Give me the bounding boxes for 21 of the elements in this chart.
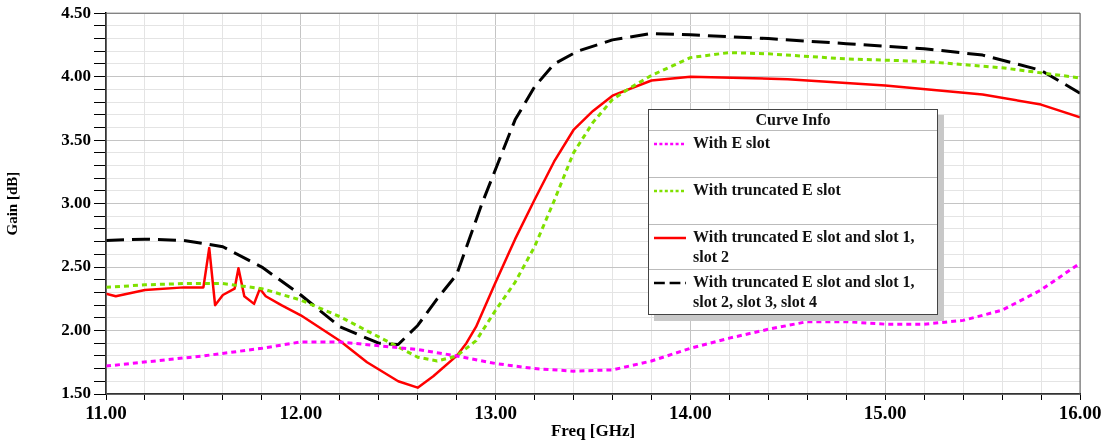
legend-label: With truncated E slot and slot 1, slot 2: [693, 227, 916, 267]
legend-label: With truncated E slot: [693, 180, 842, 200]
x-tick-label: 15.00: [863, 402, 907, 424]
y-tick-label: 2.50: [61, 256, 91, 276]
x-tick-label: 16.00: [1058, 402, 1102, 424]
legend-label: With E slot: [693, 133, 772, 153]
y-tick-label: 4.00: [61, 66, 91, 86]
y-tick-label: 1.50: [61, 383, 91, 403]
y-tick-label: 3.50: [61, 129, 91, 149]
x-tick-label: 12.00: [279, 402, 323, 424]
y-tick-label: 2.00: [61, 319, 91, 339]
y-axis-title: Gain [dB]: [3, 171, 20, 236]
x-tick-label: 13.00: [474, 402, 517, 424]
y-tick-label: 4.50: [61, 2, 91, 22]
legend-label: With truncated E slot and slot 1, slot 2, slot 3, slot 4: [693, 272, 916, 312]
line-series: [106, 261, 1080, 373]
x-tick-label: 11.00: [85, 402, 127, 424]
x-tick-label: 14.00: [669, 402, 712, 424]
x-axis-title: Freq [GHz]: [550, 421, 636, 441]
y-tick-label: 3.00: [61, 192, 91, 212]
legend-title: Curve Info: [754, 110, 832, 130]
